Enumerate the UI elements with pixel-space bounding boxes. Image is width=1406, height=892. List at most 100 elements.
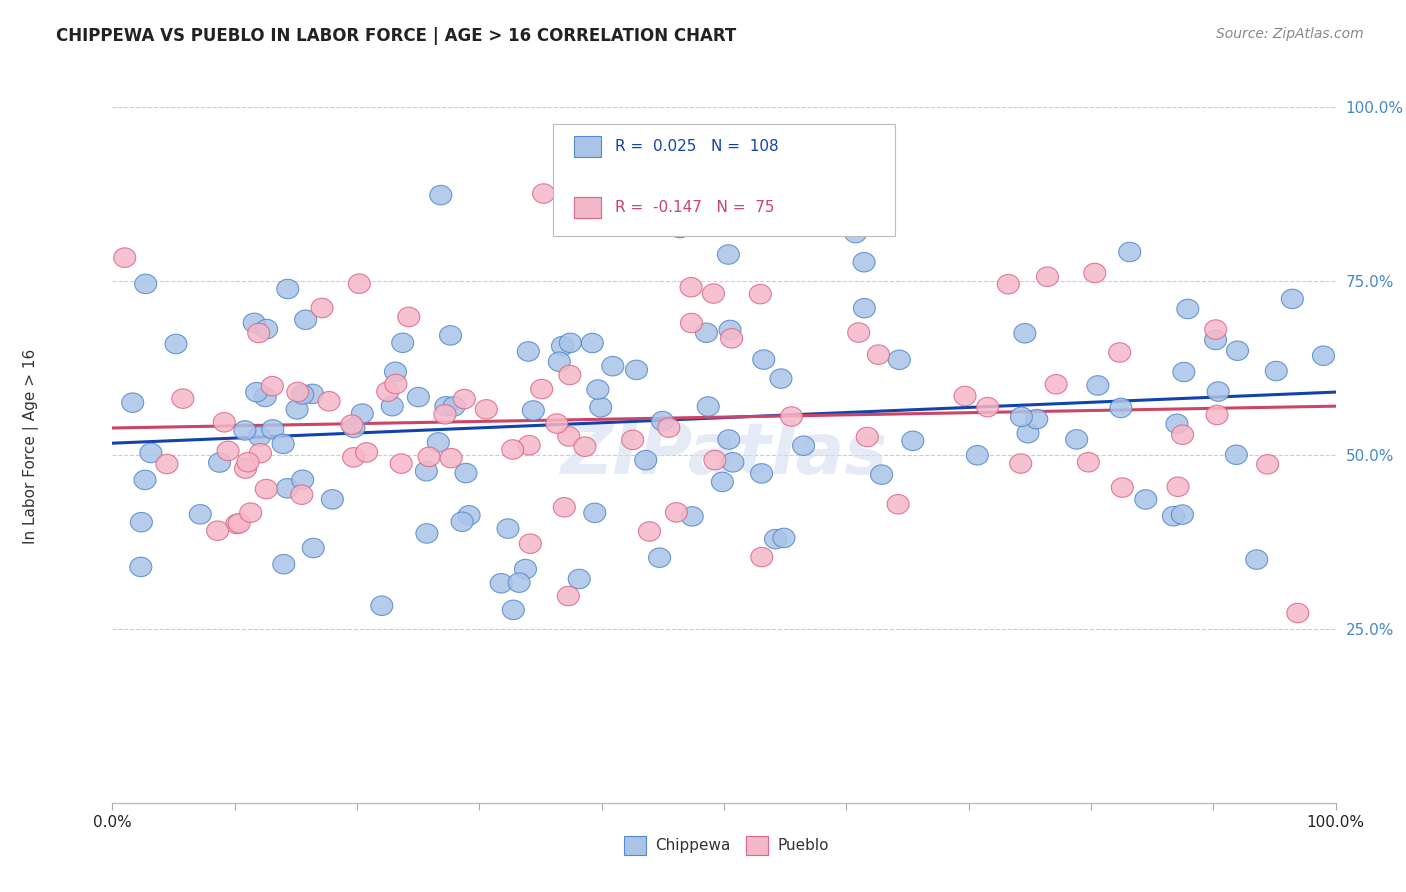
Ellipse shape [856,427,879,447]
Ellipse shape [626,360,648,380]
Ellipse shape [793,436,814,456]
Ellipse shape [868,345,890,365]
Ellipse shape [558,365,581,384]
Ellipse shape [997,275,1019,294]
Ellipse shape [752,350,775,369]
Ellipse shape [721,452,744,472]
Ellipse shape [235,458,256,478]
Ellipse shape [496,519,519,539]
Ellipse shape [291,470,314,490]
Ellipse shape [1119,243,1140,261]
Ellipse shape [408,387,429,407]
Ellipse shape [502,600,524,620]
Ellipse shape [134,470,156,490]
Ellipse shape [522,401,544,420]
Ellipse shape [568,569,591,589]
Ellipse shape [262,419,284,439]
Ellipse shape [1177,299,1199,318]
Ellipse shape [1026,409,1047,429]
Ellipse shape [548,352,571,371]
Ellipse shape [1017,424,1039,443]
Ellipse shape [440,449,463,468]
Ellipse shape [392,333,413,352]
Ellipse shape [217,442,239,460]
Ellipse shape [427,433,450,452]
Ellipse shape [292,384,314,404]
FancyBboxPatch shape [747,836,768,855]
Ellipse shape [295,310,316,329]
Ellipse shape [291,485,312,505]
Ellipse shape [135,274,156,293]
Ellipse shape [475,400,498,419]
Ellipse shape [1281,289,1303,309]
Ellipse shape [1171,505,1194,524]
Ellipse shape [1036,267,1059,286]
Ellipse shape [704,450,725,470]
Ellipse shape [443,397,465,416]
Ellipse shape [1084,263,1105,283]
Ellipse shape [340,415,363,434]
Ellipse shape [870,465,893,484]
Ellipse shape [156,454,179,474]
Ellipse shape [318,392,340,411]
Ellipse shape [1171,425,1194,444]
Ellipse shape [114,248,136,268]
Ellipse shape [703,284,724,303]
Ellipse shape [430,186,451,205]
Ellipse shape [398,307,420,326]
Ellipse shape [515,559,537,579]
Ellipse shape [848,323,870,343]
Ellipse shape [384,362,406,382]
Ellipse shape [586,380,609,400]
Ellipse shape [311,298,333,318]
Ellipse shape [966,445,988,465]
Text: Pueblo: Pueblo [778,838,830,853]
Ellipse shape [638,522,661,541]
Ellipse shape [391,454,412,474]
Ellipse shape [557,586,579,606]
Ellipse shape [1109,343,1130,362]
Ellipse shape [1205,330,1226,350]
Ellipse shape [634,450,657,470]
Ellipse shape [207,521,229,541]
Ellipse shape [1011,407,1032,426]
Ellipse shape [356,442,378,462]
Ellipse shape [1077,452,1099,472]
Ellipse shape [1135,490,1157,509]
Ellipse shape [749,285,772,304]
Ellipse shape [165,334,187,354]
Ellipse shape [238,452,259,472]
Ellipse shape [697,397,720,417]
Ellipse shape [770,369,792,388]
Ellipse shape [546,414,568,434]
Ellipse shape [681,507,703,526]
Ellipse shape [780,407,803,426]
Ellipse shape [1111,478,1133,497]
Ellipse shape [718,320,741,340]
Ellipse shape [1163,507,1184,526]
Ellipse shape [1246,549,1268,569]
FancyBboxPatch shape [574,136,600,157]
Ellipse shape [665,503,688,522]
Ellipse shape [1257,455,1278,474]
Ellipse shape [1066,430,1088,450]
Ellipse shape [533,184,554,203]
Ellipse shape [853,252,875,272]
Ellipse shape [226,515,247,533]
Ellipse shape [1109,398,1132,417]
Ellipse shape [256,479,277,499]
Ellipse shape [122,393,143,412]
Ellipse shape [285,400,308,419]
Ellipse shape [214,412,235,432]
Ellipse shape [254,387,276,407]
Ellipse shape [658,418,681,437]
Ellipse shape [1010,454,1032,474]
FancyBboxPatch shape [553,124,896,235]
Ellipse shape [717,244,740,264]
FancyBboxPatch shape [624,836,645,855]
Ellipse shape [246,383,267,402]
Ellipse shape [352,404,374,424]
Text: In Labor Force | Age > 16: In Labor Force | Age > 16 [22,349,39,543]
Ellipse shape [1014,324,1036,343]
Ellipse shape [681,313,703,333]
